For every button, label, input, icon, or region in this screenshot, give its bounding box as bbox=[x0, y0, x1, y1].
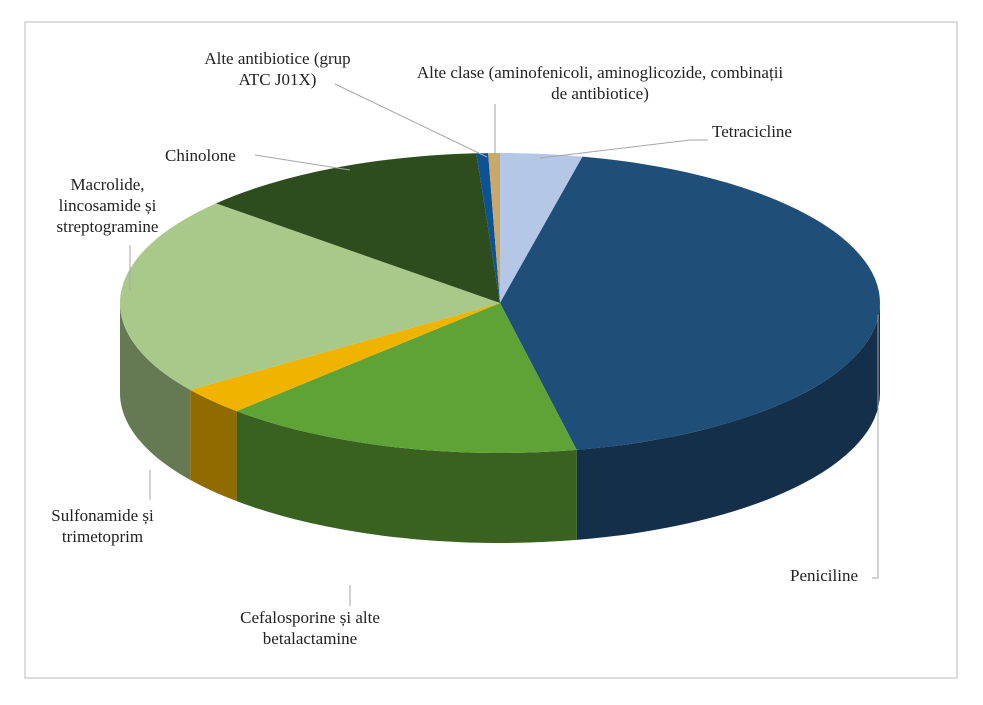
slice bbox=[500, 156, 881, 450]
slice-side bbox=[120, 303, 191, 480]
leader-line bbox=[872, 315, 879, 579]
slice-side bbox=[576, 303, 880, 540]
leader-line bbox=[334, 83, 488, 158]
slice-label: Cefalosporine și alte betalactamine bbox=[240, 608, 380, 648]
slice-side bbox=[236, 411, 577, 543]
slice-label: Chinolone bbox=[165, 146, 236, 165]
slice bbox=[190, 303, 500, 412]
slice-label: Peniciline bbox=[790, 566, 858, 585]
slice bbox=[476, 153, 500, 303]
slice bbox=[236, 303, 577, 453]
leader-line bbox=[539, 139, 708, 159]
slice-label: Macrolide, lincosamide și streptogramine bbox=[56, 175, 159, 236]
slice-label: Tetracicline bbox=[712, 122, 792, 141]
slice bbox=[500, 153, 583, 303]
slice-label: Sulfonamide și trimetoprim bbox=[51, 506, 154, 546]
slice-label: Alte antibiotice (grup ATC J01X) bbox=[204, 49, 351, 89]
slice bbox=[488, 153, 500, 303]
slice-side bbox=[190, 389, 237, 502]
slice-label: Alte clase (aminofenicoli, aminoglicozid… bbox=[416, 63, 784, 103]
slice bbox=[216, 153, 501, 303]
leader-line bbox=[254, 154, 351, 171]
slice bbox=[119, 203, 500, 390]
